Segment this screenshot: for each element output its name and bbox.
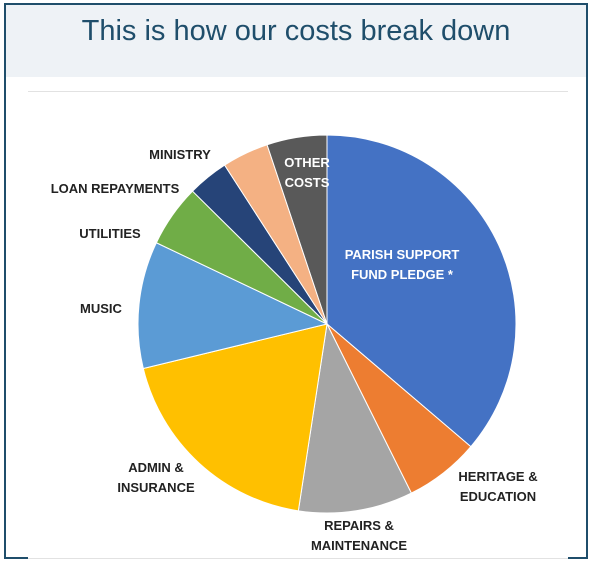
chart-frame: This is how our costs break down PARISH … — [4, 3, 588, 559]
slice-label-line: MINISTRY — [149, 147, 211, 162]
slice-label: LOAN REPAYMENTS — [51, 181, 180, 196]
slice-label-line: MUSIC — [80, 301, 123, 316]
slice-label-line: UTILITIES — [79, 226, 141, 241]
chart-panel: PARISH SUPPORT FUND PLEDGE * HERITAGE & EDU… — [28, 91, 568, 559]
pie-slice — [326, 134, 517, 448]
slice-label-line: OTHER — [284, 155, 330, 170]
slice-label: HERITAGE & EDUCATION — [458, 469, 537, 504]
slice-label-line: EDUCATION — [460, 489, 536, 504]
slice-label-line: INSURANCE — [117, 480, 195, 495]
pie-slice — [142, 323, 328, 512]
slice-label-line: LOAN REPAYMENTS — [51, 181, 180, 196]
slice-label-line: PARISH SUPPORT — [345, 247, 460, 262]
pie-chart: PARISH SUPPORT FUND PLEDGE * HERITAGE & EDU… — [51, 134, 538, 553]
title-band: This is how our costs break down — [6, 5, 586, 77]
slice-label: REPAIRS & MAINTENANCE — [311, 518, 407, 553]
slice-label-line: ADMIN & — [128, 460, 184, 475]
slice-label: OTHER COSTS — [284, 155, 330, 190]
pie-slice — [297, 322, 413, 514]
slice-label: UTILITIES — [79, 226, 141, 241]
slice-label: MUSIC — [80, 301, 123, 316]
slice-label-line: REPAIRS & — [324, 518, 394, 533]
slice-label-line: FUND PLEDGE * — [351, 267, 454, 282]
slice-label-line: MAINTENANCE — [311, 538, 407, 553]
slice-label: ADMIN & INSURANCE — [117, 460, 195, 495]
slice-label: MINISTRY — [149, 147, 211, 162]
pie-slice — [137, 242, 329, 370]
pie-slices — [137, 134, 517, 514]
slice-label-line: HERITAGE & — [458, 469, 537, 484]
slice-labels: PARISH SUPPORT FUND PLEDGE * HERITAGE & EDU… — [51, 147, 538, 553]
page-title: This is how our costs break down — [81, 15, 511, 47]
slice-label: PARISH SUPPORT FUND PLEDGE * — [345, 247, 460, 282]
pie-slice — [266, 134, 328, 325]
slice-label-line: COSTS — [285, 175, 330, 190]
